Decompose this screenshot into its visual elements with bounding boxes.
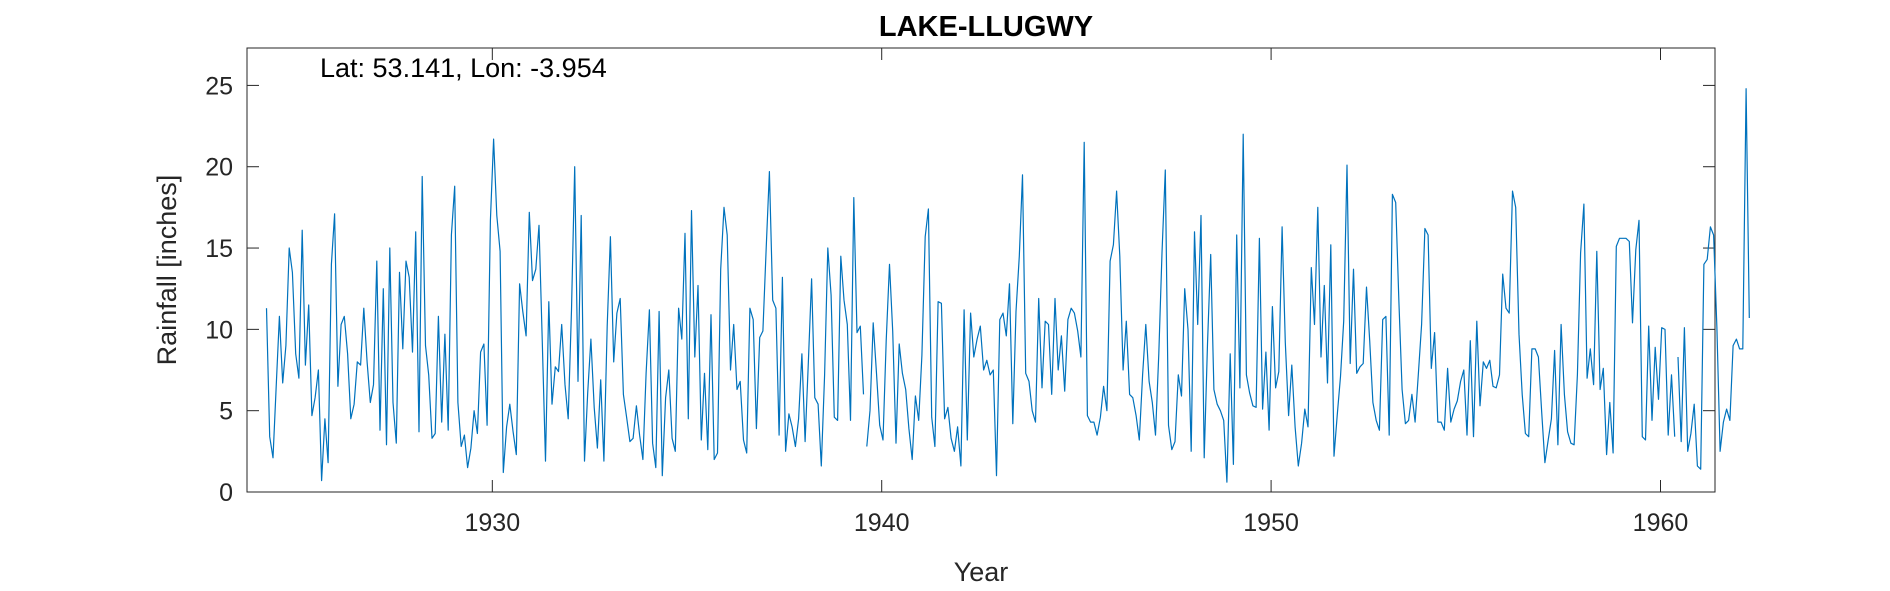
y-tick-label: 20: [205, 154, 233, 182]
plot-area: [246, 47, 1716, 493]
y-tick-label: 0: [219, 479, 233, 507]
x-tick-label: 1930: [465, 509, 521, 537]
y-tick-label: 5: [219, 398, 233, 426]
y-tick-label: 25: [205, 72, 233, 100]
y-tick-label: 15: [205, 235, 233, 263]
location-annotation: Lat: 53.141, Lon: -3.954: [320, 53, 607, 83]
x-tick-label: 1950: [1243, 509, 1299, 537]
y-axis-label: Rainfall [inches]: [152, 175, 182, 366]
axis-ticks: [247, 48, 1715, 493]
chart-title: LAKE-LLUGWY: [879, 11, 1093, 43]
x-tick-label: 1940: [854, 509, 910, 537]
series-line: [265, 88, 1750, 483]
x-axis-label: Year: [954, 557, 1009, 587]
x-tick-label: 1960: [1633, 509, 1689, 537]
axis-tick-labels: 1930 1940 1950 1960 0 5 10 15 20 25: [205, 72, 1688, 537]
y-tick-label: 10: [205, 316, 233, 344]
